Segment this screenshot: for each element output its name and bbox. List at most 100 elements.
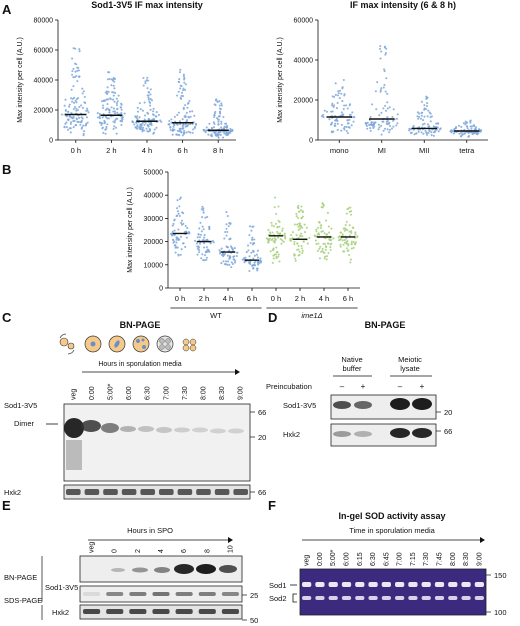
data-point xyxy=(388,124,392,128)
data-point xyxy=(460,125,463,128)
data-point xyxy=(318,257,321,260)
data-point xyxy=(233,261,237,264)
data-point xyxy=(297,228,300,231)
data-point xyxy=(332,237,335,240)
data-point xyxy=(101,116,104,119)
data-point xyxy=(108,111,111,114)
data-point xyxy=(297,216,300,219)
data-point xyxy=(112,127,115,130)
data-point xyxy=(378,114,381,117)
data-point xyxy=(223,263,226,266)
data-point xyxy=(73,119,76,122)
data-point xyxy=(173,124,176,127)
y-tick-label: 0 xyxy=(159,286,163,293)
data-point xyxy=(184,104,187,107)
data-point xyxy=(274,196,277,199)
data-point xyxy=(145,79,148,82)
data-point xyxy=(205,126,208,129)
data-point xyxy=(276,226,279,229)
data-point xyxy=(221,136,225,139)
data-point xyxy=(171,224,174,227)
sod1-activity-band xyxy=(302,582,312,587)
sod2-activity-band xyxy=(421,596,431,600)
data-point xyxy=(103,122,106,125)
data-point xyxy=(325,219,328,222)
data-point xyxy=(171,129,174,132)
data-point xyxy=(172,125,175,128)
data-point xyxy=(218,110,222,113)
data-point xyxy=(274,238,277,241)
data-point xyxy=(191,131,194,134)
data-point xyxy=(338,235,341,238)
data-point xyxy=(146,124,149,127)
data-point xyxy=(316,233,319,236)
sod1-sds-band xyxy=(175,592,193,596)
y-tick-label: 60000 xyxy=(34,48,54,55)
data-point xyxy=(396,122,399,125)
lane-label: 7:15 xyxy=(410,552,417,566)
data-point xyxy=(187,232,190,235)
data-point xyxy=(386,101,389,104)
lane-label: 5:00* xyxy=(330,549,337,566)
data-point xyxy=(268,237,271,240)
data-point xyxy=(251,225,254,228)
data-point xyxy=(280,242,283,245)
panel-d-preincubation-label: Preincubation xyxy=(266,382,312,391)
lane-label: 6:45 xyxy=(383,552,390,566)
data-point xyxy=(220,262,223,265)
data-point xyxy=(180,221,183,224)
data-point xyxy=(274,222,277,225)
data-point xyxy=(178,205,181,208)
data-point xyxy=(346,240,349,243)
data-point xyxy=(180,223,184,226)
lane-label: 8:00 xyxy=(201,386,208,400)
data-point xyxy=(136,127,139,130)
data-point xyxy=(107,98,110,101)
data-point xyxy=(345,125,348,128)
data-point xyxy=(253,261,256,264)
data-point xyxy=(343,94,346,97)
data-point xyxy=(423,104,426,107)
data-point xyxy=(284,236,287,239)
data-point xyxy=(102,104,105,107)
data-point xyxy=(113,121,116,124)
data-point xyxy=(256,269,259,272)
data-point xyxy=(111,98,115,101)
tetrad-cell-icon xyxy=(156,335,174,353)
data-point xyxy=(343,229,346,232)
data-point xyxy=(345,242,348,245)
meiosis-ii-cell-icon xyxy=(132,335,150,353)
sod2-activity-band xyxy=(381,596,391,600)
sod2-activity-band xyxy=(355,596,365,600)
data-point xyxy=(205,256,208,259)
data-point xyxy=(231,262,234,266)
meiosis-i-cell-icon xyxy=(108,335,126,353)
data-point xyxy=(149,104,152,107)
data-point xyxy=(321,247,324,250)
data-point xyxy=(182,73,185,76)
data-point xyxy=(120,103,123,106)
data-point xyxy=(223,237,226,240)
data-point xyxy=(471,125,474,128)
data-point xyxy=(74,47,77,50)
data-point xyxy=(136,124,139,127)
data-point xyxy=(386,128,389,131)
panel-label-e: E xyxy=(2,498,11,513)
data-point xyxy=(377,123,380,126)
data-point xyxy=(65,121,68,124)
data-point xyxy=(349,206,352,209)
sod2-activity-band xyxy=(341,596,352,600)
data-point xyxy=(70,97,73,100)
data-point xyxy=(214,110,217,113)
x-tick-label: 8 h xyxy=(213,146,223,155)
hxk2-sds-band xyxy=(198,609,216,614)
data-point xyxy=(333,104,336,107)
data-point xyxy=(330,121,334,124)
data-point xyxy=(175,246,178,249)
data-point xyxy=(183,77,186,80)
data-point xyxy=(168,119,171,123)
x-tick-label: 2 h xyxy=(199,294,209,303)
data-point xyxy=(131,120,134,123)
data-point xyxy=(316,249,319,252)
data-point xyxy=(475,132,478,135)
